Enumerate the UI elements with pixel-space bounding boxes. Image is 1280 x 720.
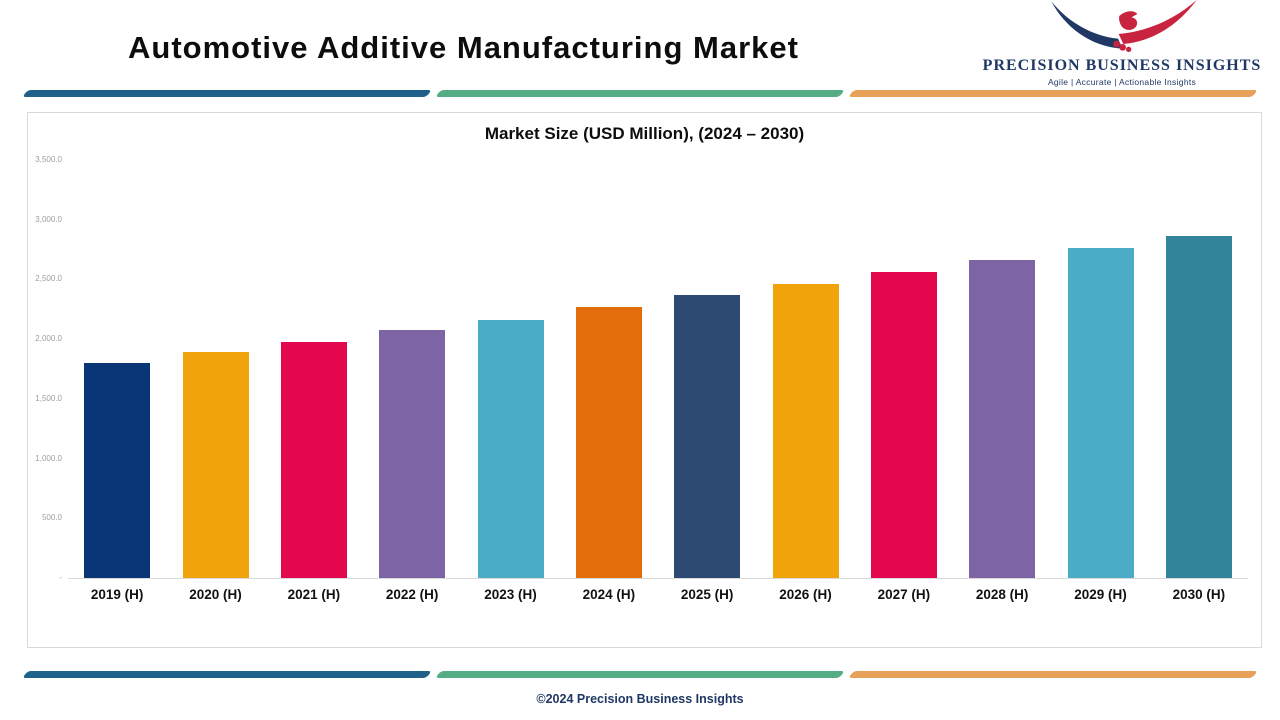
bar-2021: [280, 341, 347, 578]
x-axis-label: 2026 (H): [779, 587, 832, 602]
divider-segment-orange: [848, 90, 1258, 97]
y-axis-tick-label: 1,000.0: [35, 453, 62, 463]
x-axis-label: 2024 (H): [582, 587, 636, 602]
logo: PRECISION BUSINESS INSIGHTS Agile | Accu…: [972, 0, 1272, 87]
logo-tagline: Agile | Accurate | Actionable Insights: [1047, 77, 1197, 87]
bar-2019: [84, 363, 151, 578]
bar-2030: [1165, 236, 1232, 578]
x-axis-label: 2025 (H): [680, 587, 734, 602]
divider-segment-green: [435, 90, 845, 97]
y-axis-tick-label: 2,000.0: [35, 334, 62, 344]
eagle-icon: [1051, 0, 1197, 52]
bar-2023: [477, 320, 544, 578]
logo-name: PRECISION BUSINESS INSIGHTS: [982, 57, 1262, 74]
bar-2025: [674, 294, 741, 578]
x-axis-label: 2020 (H): [189, 587, 242, 602]
y-axis-tick-label: -: [59, 573, 62, 582]
y-axis-tick-label: 3,000.0: [35, 214, 62, 224]
bar-2029: [1067, 248, 1134, 578]
y-axis-tick-label: 3,500.0: [35, 155, 62, 164]
bar-2026: [772, 284, 839, 578]
bar-2028: [969, 260, 1036, 578]
bar-2022: [379, 329, 446, 578]
plot-area: 2019 (H) 2020 (H) 2021 (H) 2022 (H) 2023 (H)…: [35, 155, 1248, 602]
x-axis-label: 2030 (H): [1172, 587, 1226, 602]
x-axis-label: 2029 (H): [1074, 587, 1127, 602]
divider-segment-orange: [848, 671, 1258, 678]
bar-2020: [182, 352, 249, 578]
x-axis-label: 2021 (H): [287, 587, 341, 602]
x-axis-label: 2028 (H): [975, 587, 1029, 602]
chart-title: Market Size (USD Million), (2024 – 2030): [484, 124, 805, 143]
x-axis-label: 2019 (H): [90, 587, 144, 602]
divider-segment-blue: [22, 90, 432, 97]
chart-card: Market Size (USD Million), (2024 – 2030)…: [27, 112, 1262, 648]
y-axis-tick-label: 500.0: [41, 513, 62, 523]
x-axis-label: 2022 (H): [385, 587, 439, 602]
divider-segment-green: [435, 671, 845, 678]
x-axis-label: 2027 (H): [877, 587, 931, 602]
bar-2024: [575, 306, 642, 578]
bar-2027: [870, 272, 937, 578]
page-title: Automotive Additive Manufacturing Market: [128, 30, 799, 65]
top-divider: [22, 90, 1258, 97]
bottom-divider: [22, 671, 1258, 678]
x-axis-label: 2023 (H): [484, 587, 537, 602]
y-axis-tick-label: 1,500.0: [35, 393, 62, 403]
footer-copyright: ©2024 Precision Business Insights: [536, 692, 744, 706]
divider-segment-blue: [22, 671, 432, 678]
y-axis-tick-label: 2,500.0: [35, 274, 62, 284]
